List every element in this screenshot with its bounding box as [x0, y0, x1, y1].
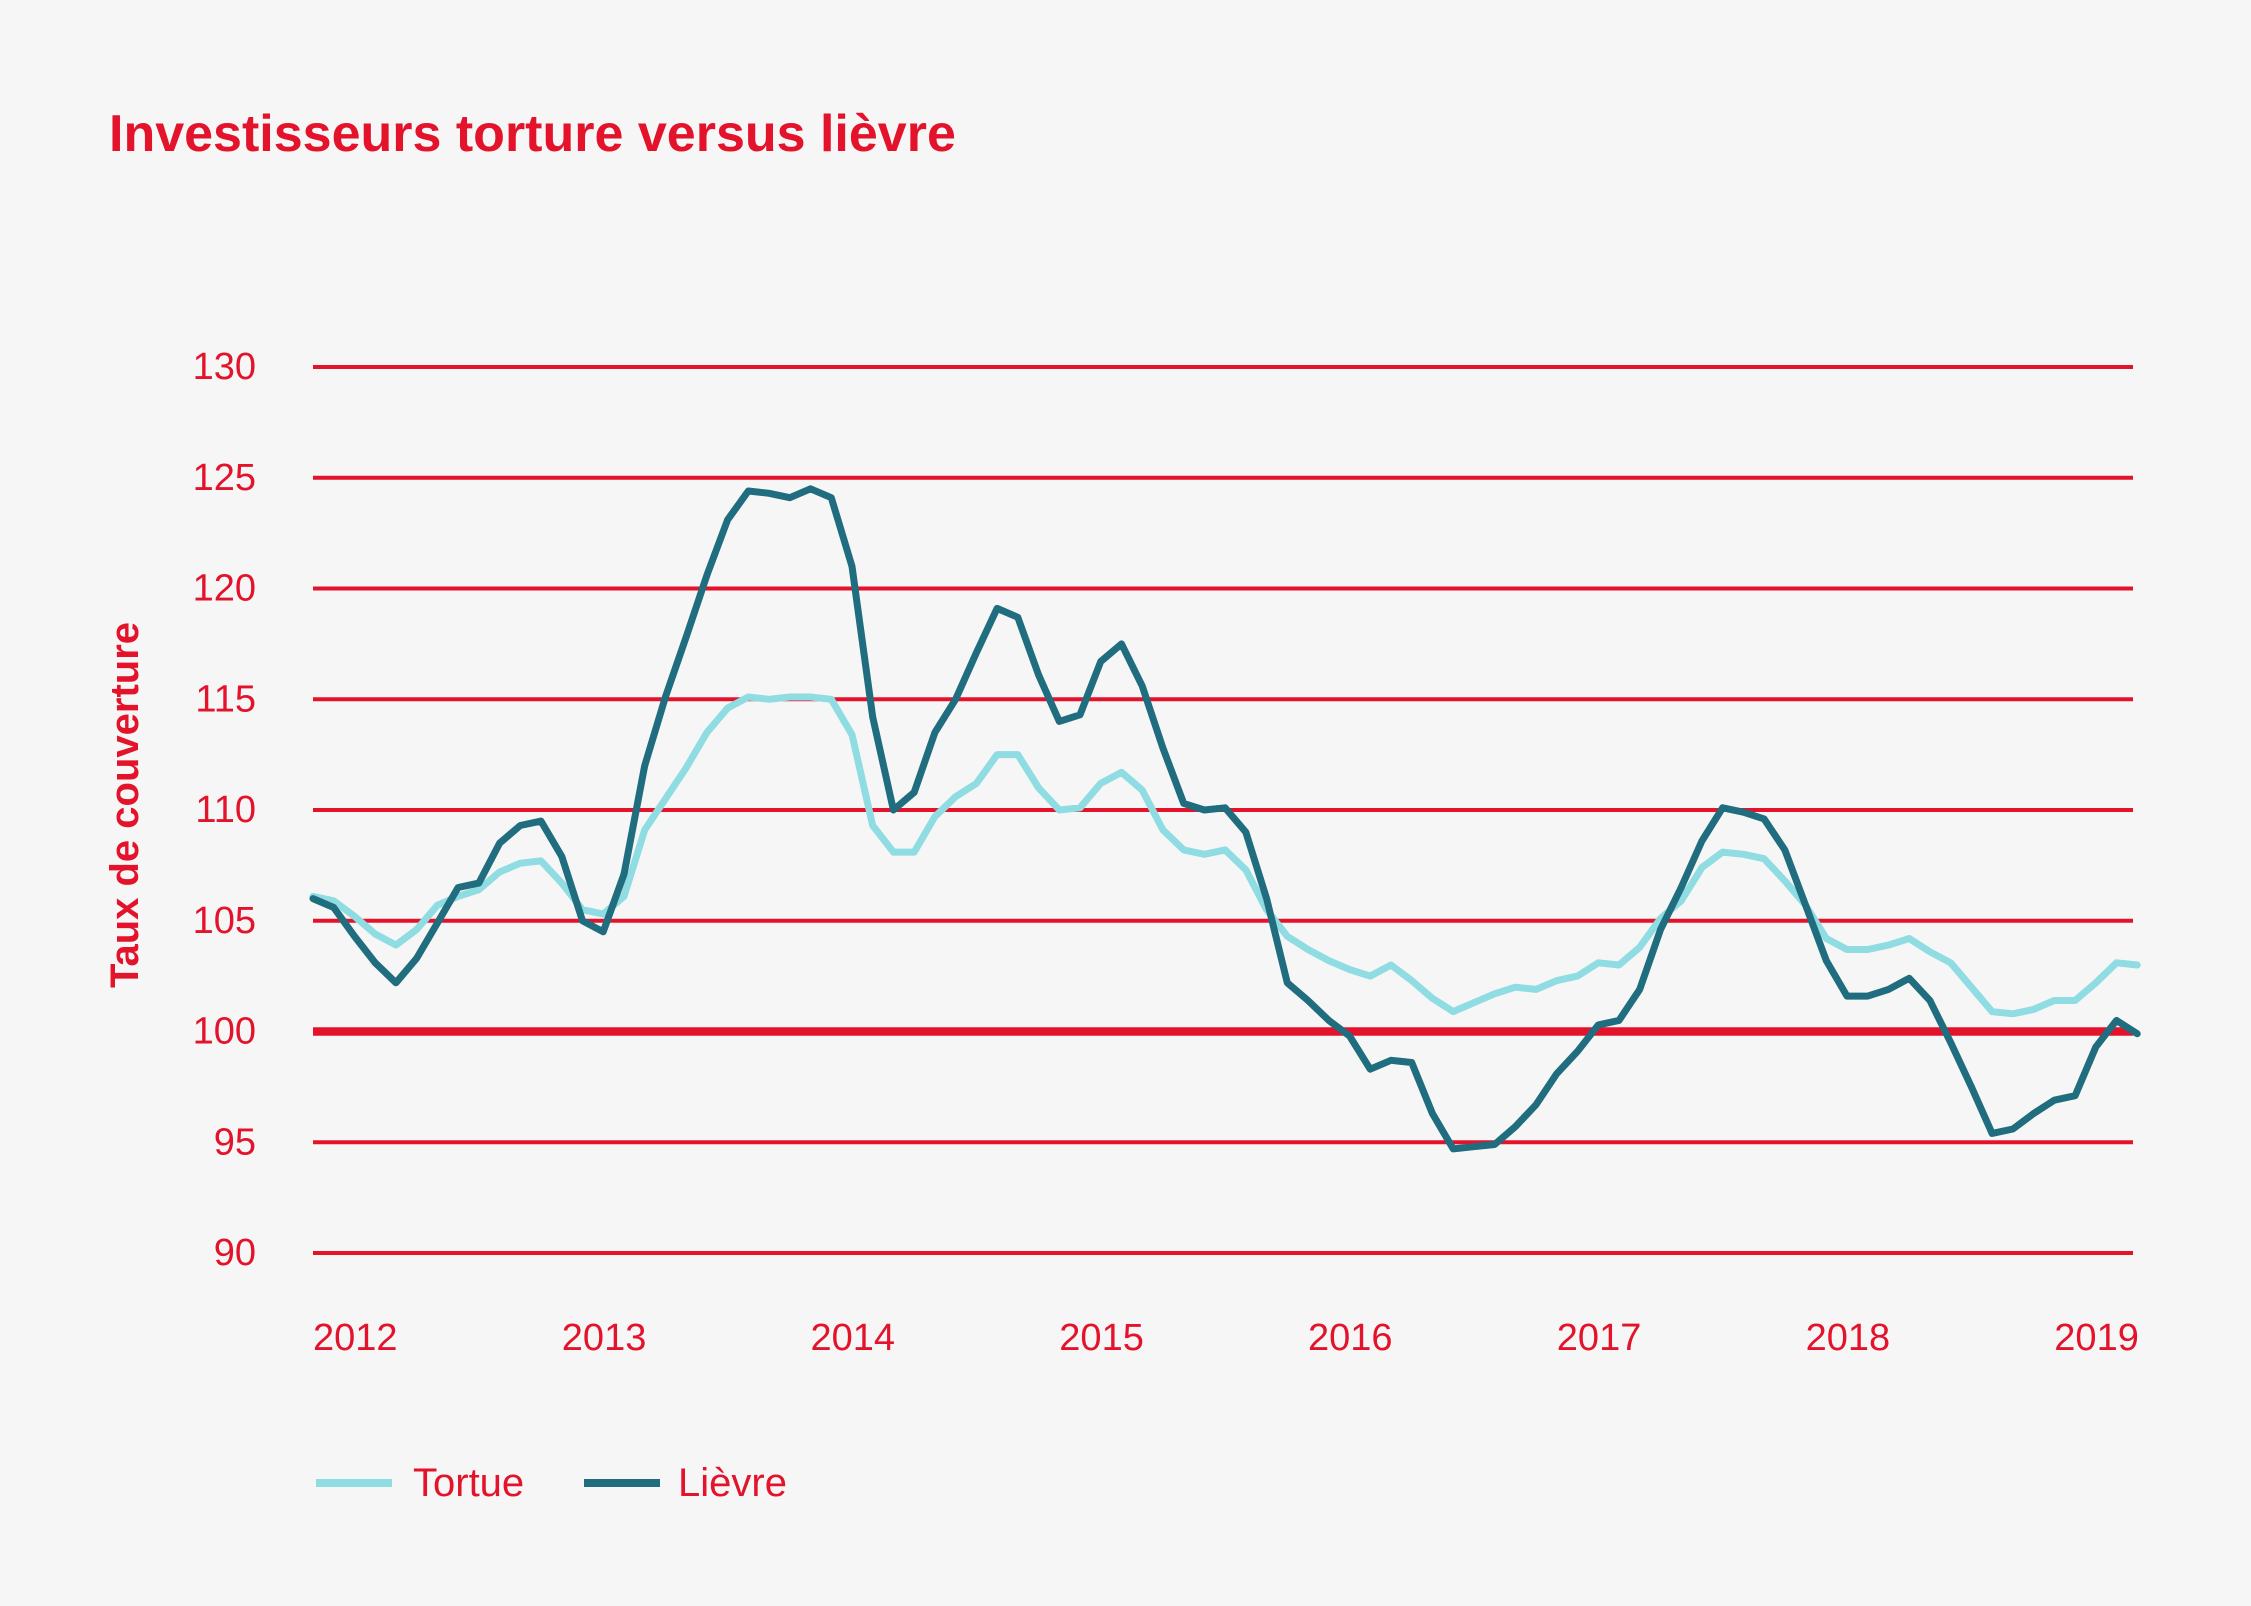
x-tick-label: 2015 — [1059, 1317, 1144, 1359]
series-lines — [309, 485, 2141, 1153]
x-tick-label: 2017 — [1557, 1317, 1642, 1359]
series-line-tortue — [309, 693, 2141, 1018]
legend-label-tortue: Tortue — [413, 1461, 524, 1505]
y-tick-label: 90 — [214, 1232, 256, 1274]
y-tick-label: 100 — [193, 1011, 256, 1053]
chart-title: Investisseurs torture versus lièvre — [109, 105, 956, 163]
x-tick-label: 2014 — [811, 1317, 896, 1359]
y-axis-ticks: 90 95 100 105 110 115 120 125 130 — [193, 346, 256, 1274]
y-tick-label: 130 — [193, 346, 256, 388]
legend-item-lievre: Lièvre — [584, 1461, 787, 1505]
legend-label-lievre: Lièvre — [678, 1461, 787, 1505]
y-tick-label: 115 — [195, 678, 256, 720]
y-tick-label: 125 — [193, 457, 256, 499]
y-tick-label: 110 — [195, 789, 256, 831]
y-tick-label: 120 — [193, 568, 256, 610]
series-line-lievre — [309, 485, 2141, 1153]
legend-item-tortue: Tortue — [316, 1461, 524, 1505]
y-tick-label: 105 — [193, 900, 256, 942]
x-tick-label: 2018 — [1806, 1317, 1891, 1359]
x-tick-label: 2012 — [313, 1317, 398, 1359]
x-tick-label: 2016 — [1308, 1317, 1393, 1359]
x-tick-label: 2019 — [2054, 1317, 2139, 1359]
x-axis-ticks: 2012 2013 2014 2015 2016 2017 2018 2019 — [313, 1317, 2139, 1359]
legend: Tortue Lièvre — [316, 1461, 787, 1505]
x-tick-label: 2013 — [562, 1317, 647, 1359]
y-axis-label: Taux de couverture — [103, 622, 147, 988]
y-tick-label: 95 — [214, 1121, 256, 1163]
